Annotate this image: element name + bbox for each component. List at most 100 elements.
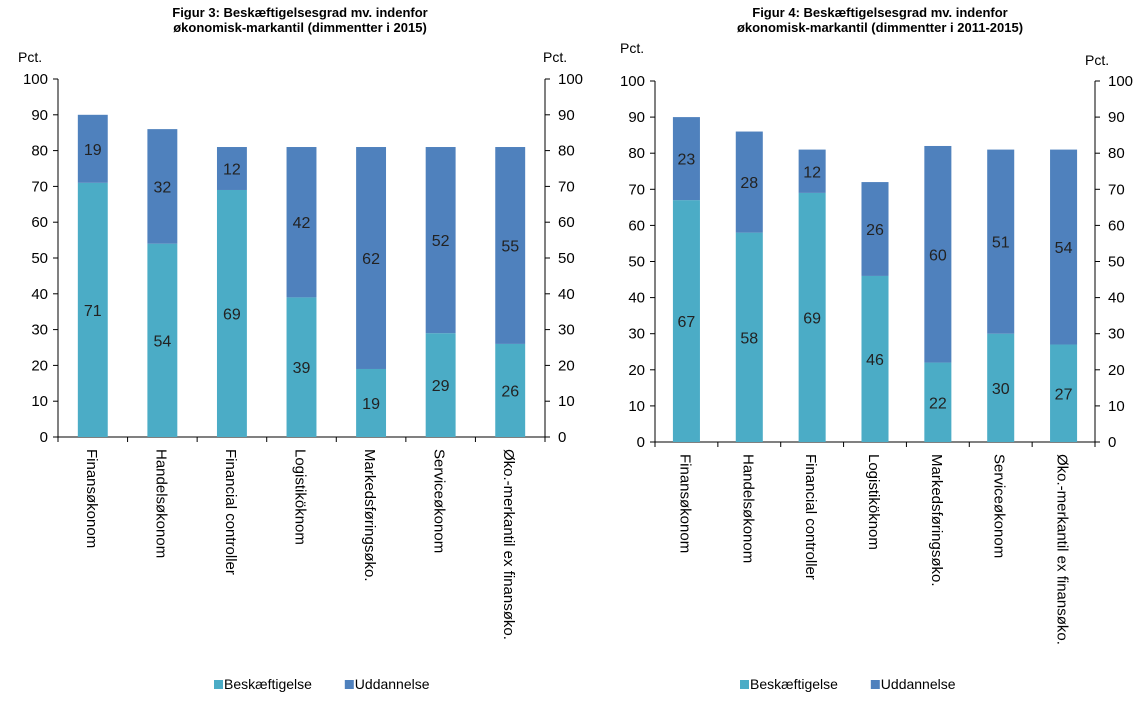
chart2-data-label: 58 xyxy=(740,330,758,347)
chart2-category-label: Financial controller xyxy=(802,454,819,580)
chart2-ytick-label-left: 10 xyxy=(628,398,645,415)
chart1-category-label: Handelsøkonom xyxy=(152,449,169,558)
chart2-data-label: 28 xyxy=(740,175,758,192)
chart2-category-label: Markedsføringsøko. xyxy=(928,454,945,587)
chart2-data-label: 46 xyxy=(866,352,884,369)
chart2-data-label: 30 xyxy=(992,381,1010,398)
chart2-data-label: 51 xyxy=(992,235,1010,252)
chart1-ytick-label-right: 10 xyxy=(558,393,575,410)
chart2-legend-swatch xyxy=(740,680,749,689)
chart2-bar-beskaeftigelse xyxy=(924,362,952,442)
chart2-data-label: 67 xyxy=(678,314,696,331)
chart2-category-label: Serviceøkonom xyxy=(991,454,1008,558)
chart1-ytick-label-left: 100 xyxy=(23,71,48,88)
chart1-category-label: Markedsføringsøko. xyxy=(361,449,378,582)
chart1-ytick-label-left: 80 xyxy=(31,143,48,160)
chart1-ytick-label-left: 40 xyxy=(31,286,48,303)
chart1-ytick-label-right: 20 xyxy=(558,357,575,374)
chart2-ytick-label-left: 60 xyxy=(628,217,645,234)
chart2-bar-beskaeftigelse xyxy=(861,275,889,442)
chart1-data-label: 71 xyxy=(84,303,102,320)
chart1-title-line-1: Figur 3: Beskæftigelsesgrad mv. indenfor xyxy=(172,5,427,20)
chart2-bar-uddannelse xyxy=(924,145,952,363)
chart2-legend-swatch xyxy=(870,680,880,689)
chart2-ytick-label-right: 0 xyxy=(1108,434,1116,451)
chart1-bar-uddannelse xyxy=(77,114,108,183)
chart2-data-label: 69 xyxy=(803,310,821,327)
chart1-data-label: 19 xyxy=(362,396,380,413)
chart2-bar-uddannelse xyxy=(735,131,763,233)
chart2-ytick-label-right: 10 xyxy=(1108,398,1125,415)
chart2-category-label: Logistiköknom xyxy=(865,454,882,550)
chart1-ytick-label-left: 50 xyxy=(31,250,48,267)
chart1-legend-label: Beskæftigelse xyxy=(224,676,312,692)
chart1-bar-uddannelse xyxy=(356,147,387,369)
chart1-category-label: Financial controller xyxy=(222,449,239,575)
chart2-data-label: 22 xyxy=(929,395,947,412)
chart2-ylabel-right: Pct. xyxy=(1085,52,1109,68)
chart2-data-label: 12 xyxy=(803,164,821,181)
chart2-legend-label: Uddannelse xyxy=(881,676,956,692)
chart1-ytick-label-right: 100 xyxy=(558,71,583,88)
chart1-data-label: 29 xyxy=(432,378,450,395)
chart2-category-label: Øko.-merkantil ex finansøko. xyxy=(1054,454,1071,645)
chart1-ytick-label-left: 70 xyxy=(31,178,48,195)
chart2-ytick-label-right: 50 xyxy=(1108,254,1125,271)
chart1-data-label: 26 xyxy=(501,383,519,400)
chart2-ytick-label-right: 70 xyxy=(1108,181,1125,198)
chart2-bar-uddannelse xyxy=(987,149,1015,334)
chart2-ytick-label-right: 90 xyxy=(1108,109,1125,126)
chart1-ytick-label-right: 90 xyxy=(558,107,575,124)
chart2-ytick-label-right: 40 xyxy=(1108,290,1125,307)
chart1-category-label: Logistiköknom xyxy=(292,449,309,545)
chart1-data-label: 52 xyxy=(432,233,450,250)
chart1-bar-uddannelse xyxy=(216,147,247,190)
chart2-ytick-label-left: 0 xyxy=(637,434,645,451)
chart2-ytick-label-left: 50 xyxy=(628,254,645,271)
chart1-bar-beskaeftigelse xyxy=(356,368,387,437)
chart1-data-label: 69 xyxy=(223,306,241,323)
chart2-category-label: Finansøkonom xyxy=(676,454,693,553)
chart1-bar-beskaeftigelse xyxy=(147,243,178,437)
chart1-data-label: 19 xyxy=(84,142,102,159)
chart1-ytick-label-left: 10 xyxy=(31,393,48,410)
chart2-bar-uddannelse xyxy=(861,182,889,276)
chart2-title-line-1: Figur 4: Beskæftigelsesgrad mv. indenfor xyxy=(752,5,1007,20)
chart1-data-label: 54 xyxy=(153,333,171,350)
chart2-ytick-label-left: 20 xyxy=(628,362,645,379)
chart1-ytick-label-right: 80 xyxy=(558,143,575,160)
chart1-legend-swatch xyxy=(344,680,354,689)
chart1-bar-uddannelse xyxy=(147,129,178,244)
chart2-ytick-label-left: 90 xyxy=(628,109,645,126)
chart1-data-label: 62 xyxy=(362,251,380,268)
chart1-bar-uddannelse xyxy=(495,147,526,344)
chart1-ytick-label-right: 50 xyxy=(558,250,575,267)
chart1-ytick-label-right: 30 xyxy=(558,322,575,339)
chart2-data-label: 26 xyxy=(866,222,884,239)
chart1-ytick-label-left: 0 xyxy=(40,429,48,446)
chart2-bar-beskaeftigelse xyxy=(798,192,826,442)
chart1-ylabel-left: Pct. xyxy=(18,49,42,65)
chart2-ytick-label-right: 20 xyxy=(1108,362,1125,379)
chart2-bar-beskaeftigelse xyxy=(1050,344,1078,442)
chart2-ytick-label-left: 80 xyxy=(628,145,645,162)
chart1-ytick-label-left: 60 xyxy=(31,214,48,231)
chart2-ytick-label-right: 100 xyxy=(1108,73,1133,90)
chart1-ytick-label-left: 90 xyxy=(31,107,48,124)
chart1-data-label: 42 xyxy=(293,215,311,232)
chart1-ytick-label-left: 20 xyxy=(31,357,48,374)
chart2-legend-label: Beskæftigelse xyxy=(750,676,838,692)
chart1-bar-uddannelse xyxy=(425,147,456,334)
chart1-ytick-label-right: 0 xyxy=(558,429,566,446)
chart1-ylabel-right: Pct. xyxy=(543,49,567,65)
chart2-category-label: Handelsøkonom xyxy=(739,454,756,563)
chart2-ylabel-left: Pct. xyxy=(620,40,644,56)
chart2-data-label: 54 xyxy=(1055,240,1073,257)
chart2-ytick-label-right: 60 xyxy=(1108,217,1125,234)
chart2-data-label: 60 xyxy=(929,247,947,264)
chart1-ytick-label-right: 60 xyxy=(558,214,575,231)
chart2-ytick-label-right: 80 xyxy=(1108,145,1125,162)
chart1-bar-beskaeftigelse xyxy=(77,182,108,437)
chart1-bar-beskaeftigelse xyxy=(216,189,247,437)
